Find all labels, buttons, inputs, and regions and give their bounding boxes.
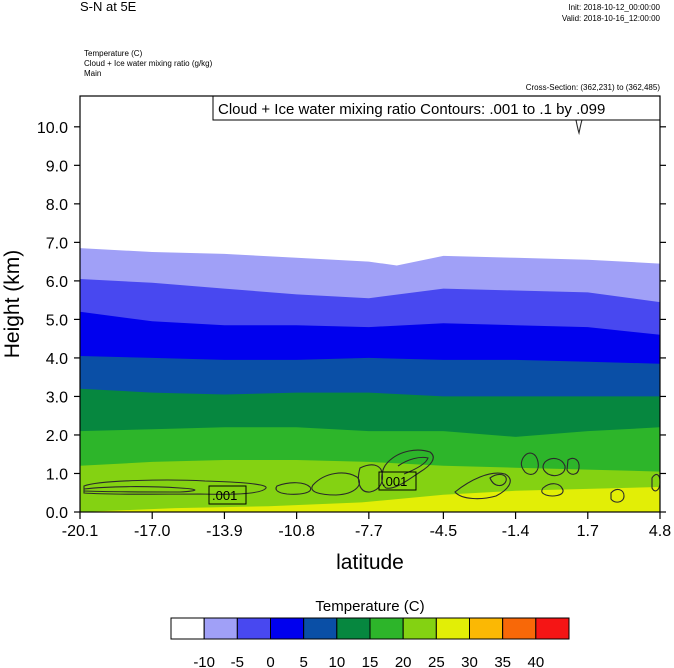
x-tick-label: 1.7 <box>577 523 599 540</box>
temperature-fill-layer <box>80 96 660 512</box>
cloud-contour <box>575 119 583 136</box>
contour-info-text: Cloud + Ice water mixing ratio Contours:… <box>218 101 605 118</box>
contour-label: .001 <box>382 474 407 489</box>
x-tick-label: -1.4 <box>502 523 530 540</box>
cloud-contour <box>83 479 267 495</box>
y-tick-label: 0.0 <box>46 505 68 522</box>
cloud-contour <box>275 482 312 495</box>
y-tick-label: 1.0 <box>46 466 68 483</box>
colorbar-label: 5 <box>299 654 307 668</box>
colorbar-label: 10 <box>328 654 345 668</box>
colorbar-swatch <box>170 617 205 640</box>
colorbar-title: Temperature (C) <box>315 598 424 615</box>
x-tick-label: -20.1 <box>62 523 99 540</box>
init-time: Init: 2018-10-12_00:00:00 <box>568 3 660 12</box>
x-tick-label: -10.8 <box>278 523 315 540</box>
y-tick-label: 5.0 <box>46 312 68 329</box>
colorbar-swatch <box>369 617 404 640</box>
contour-label-box <box>208 485 247 505</box>
field-cloud-ice: Cloud + Ice water mixing ratio (g/kg) <box>84 59 213 68</box>
colorbar-swatch <box>270 617 305 640</box>
colorbar-label: 35 <box>494 654 511 668</box>
y-tick-label: 4.0 <box>46 351 68 368</box>
x-tick-label: 4.8 <box>649 523 671 540</box>
chart-title: S-N at 5E <box>80 0 137 14</box>
temperature-band-25 <box>80 487 660 512</box>
contour-label: .001 <box>212 488 237 503</box>
cross-section-label: Cross-Section: (362,231) to (362,485) <box>525 83 660 92</box>
y-tick-label: 9.0 <box>46 158 68 175</box>
cloud-contour <box>520 452 539 475</box>
contour-label-group: .001 .001 <box>208 471 417 505</box>
colorbar-swatch <box>535 617 570 640</box>
x-tick-label: -13.9 <box>206 523 243 540</box>
contour-label-box <box>378 471 417 491</box>
contour-info-box: Cloud + Ice water mixing ratio Contours:… <box>212 95 661 121</box>
colorbar-label: -5 <box>231 654 244 668</box>
colorbar-swatch <box>435 617 471 640</box>
run-times: Init: 2018-10-12_00:00:00 Valid: 2018-10… <box>562 2 660 24</box>
colorbar-swatch <box>502 617 537 640</box>
field-main: Main <box>84 69 102 78</box>
y-tick-label: 10.0 <box>37 120 68 137</box>
x-tick-label: -7.7 <box>355 523 383 540</box>
colorbar-label: 40 <box>527 654 544 668</box>
x-tick-label: -4.5 <box>430 523 458 540</box>
y-tick-label: 2.0 <box>46 428 68 445</box>
colorbar-label: -10 <box>193 654 215 668</box>
colorbar-swatch <box>303 617 338 640</box>
y-tick-label: 3.0 <box>46 389 68 406</box>
valid-time: Valid: 2018-10-16_12:00:00 <box>561 14 660 23</box>
colorbar-label: 30 <box>461 654 478 668</box>
cloud-contour <box>83 486 196 493</box>
colorbar-label: 0 <box>266 654 274 668</box>
cloud-contour <box>541 483 564 497</box>
cloud-contour <box>489 473 507 487</box>
cloud-contour <box>357 464 384 493</box>
cloud-contour <box>566 457 580 475</box>
x-axis-label: latitude <box>336 551 404 574</box>
colorbar-label: 25 <box>428 654 445 668</box>
colorbar-swatch <box>236 617 271 640</box>
colorbar-swatch <box>469 617 504 640</box>
cloud-contour <box>542 457 566 477</box>
y-axis-label: Height (km) <box>1 250 24 359</box>
axes-group: 0.0 1.0 2.0 3.0 4.0 5.0 6.0 7.0 8.0 9.0 10.0 -20.1 -… <box>1 120 671 574</box>
colorbar-swatch <box>336 617 371 640</box>
y-tick-label: 8.0 <box>46 197 68 214</box>
colorbar-swatch <box>402 617 437 640</box>
y-tick-label: 6.0 <box>46 274 68 291</box>
colorbar-swatch <box>203 617 238 640</box>
y-tick-label: 7.0 <box>46 235 68 252</box>
cloud-contour <box>610 488 625 503</box>
cloud-contour-layer <box>83 119 661 503</box>
x-tick-label: -17.0 <box>134 523 171 540</box>
colorbar-label: 15 <box>362 654 379 668</box>
cloud-contour <box>381 449 434 489</box>
cloud-contour <box>397 456 429 475</box>
cloud-contour <box>454 472 511 500</box>
field-temperature: Temperature (C) <box>84 49 143 58</box>
cloud-contour <box>311 472 361 496</box>
colorbar-label: 20 <box>395 654 412 668</box>
field-list: Temperature (C) Cloud + Ice water mixing… <box>84 49 212 79</box>
plot-frame <box>79 95 661 513</box>
colorbar-group: Temperature (C) -10 -5 0 5 10 15 20 25 30 35 40 <box>170 598 570 668</box>
